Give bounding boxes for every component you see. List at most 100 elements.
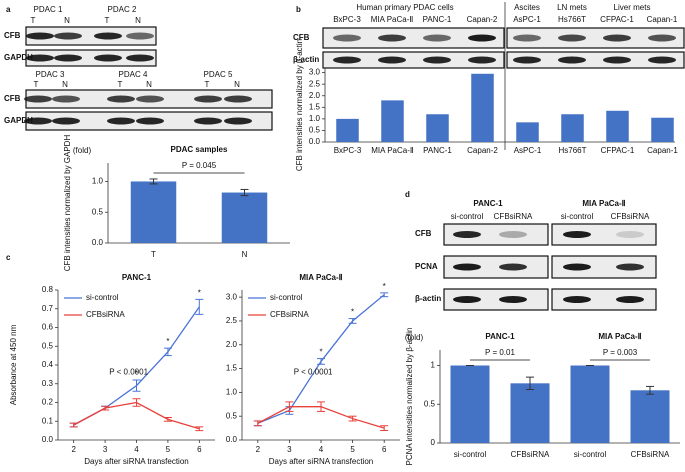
blot-label: si-control <box>561 212 594 221</box>
x-tick-label: AsPC-1 <box>514 146 542 155</box>
x-tick-label: si-control <box>454 450 487 459</box>
series-line <box>73 306 200 426</box>
x-tick-label: BxPC-3 <box>334 146 362 155</box>
band <box>499 296 527 303</box>
blot-label: CFB <box>415 229 432 238</box>
blot-label: CFB <box>4 94 21 103</box>
band <box>52 117 80 125</box>
x-tick-label: CFBsiRNA <box>631 450 670 459</box>
band <box>24 95 52 103</box>
x-tick-label: PANC-1 <box>423 146 452 155</box>
legend-label: si-control <box>270 293 303 302</box>
y-tick-label: 0.5 <box>309 126 321 135</box>
blot-label: PDAC 3 <box>36 70 65 79</box>
x-tick-label: Capan-1 <box>647 146 678 155</box>
bar <box>221 192 268 243</box>
significance: * <box>319 348 322 357</box>
band <box>453 263 481 271</box>
x-tick-label: Capan-2 <box>467 146 498 155</box>
x-tick-label: 3 <box>287 445 292 454</box>
blot-label: GAPDH <box>4 116 33 125</box>
legend-label: si-control <box>86 293 119 302</box>
band <box>378 34 406 42</box>
y-tick-label: 1 <box>431 361 436 370</box>
band <box>224 117 252 125</box>
panel-label: b <box>296 5 301 14</box>
blot-label: BxPC-3 <box>333 15 361 24</box>
band <box>558 56 586 64</box>
band <box>603 56 631 64</box>
band <box>194 117 222 125</box>
blot-label: PANC-1 <box>473 199 503 208</box>
blot-label: GAPDH <box>4 53 33 62</box>
blot <box>506 27 685 49</box>
x-tick-label: 2 <box>256 445 261 454</box>
blot-label: β-actin <box>415 294 441 303</box>
unit-label: (fold) <box>405 333 424 342</box>
y-tick-label: 1.0 <box>92 177 104 186</box>
blot <box>322 51 505 69</box>
bar <box>130 181 177 243</box>
band <box>94 54 122 62</box>
blot-label: T <box>205 80 210 89</box>
band <box>563 231 591 238</box>
y-tick-label: 1.0 <box>226 387 238 396</box>
series-line <box>73 401 200 430</box>
panel-label: a <box>6 5 11 14</box>
blot-label: CFB <box>4 31 21 40</box>
x-tick-label: T <box>151 250 156 259</box>
x-tick-label: 4 <box>319 445 324 454</box>
y-tick-label: 1.5 <box>309 102 321 111</box>
y-tick-label: 3.0 <box>226 292 238 301</box>
band <box>563 263 591 271</box>
blot-label: CFB <box>293 33 310 42</box>
bar <box>561 114 584 142</box>
blot <box>506 51 685 69</box>
band <box>499 231 527 238</box>
y-tick-label: 0.5 <box>226 411 238 420</box>
group-title: PANC-1 <box>485 332 515 341</box>
blot <box>551 288 657 311</box>
y-tick-label: 2.0 <box>226 340 238 349</box>
y-tick-label: 0.7 <box>42 304 54 313</box>
blot-label: Capan-1 <box>647 15 678 24</box>
band <box>126 54 154 62</box>
y-tick-label: 0.5 <box>42 341 54 350</box>
blot-label: N <box>62 80 68 89</box>
band <box>94 32 122 40</box>
blot-label: PDAC 4 <box>119 70 148 79</box>
y-tick-label: 0.0 <box>226 435 238 444</box>
band <box>52 95 80 103</box>
blot-label: PDAC 2 <box>108 5 137 14</box>
blot-label: T <box>34 80 39 89</box>
blot-label: PDAC 5 <box>204 70 233 79</box>
x-tick-label: MIA PaCa-Ⅱ <box>371 146 414 155</box>
blot-label: Human primary PDAC cells <box>356 3 453 12</box>
blot-label: CFPAC-1 <box>600 15 634 24</box>
blot-label: CFBsiRNA <box>611 212 650 221</box>
band <box>423 34 451 42</box>
legend-label: CFBsiRNA <box>86 310 125 319</box>
bar <box>471 73 494 142</box>
y-tick-label: 0.0 <box>309 137 321 146</box>
bar <box>510 383 550 443</box>
blot-label: N <box>135 16 141 25</box>
band <box>648 34 676 42</box>
x-tick-label: CFPAC-1 <box>601 146 635 155</box>
x-tick-label: Hs766T <box>558 146 586 155</box>
y-tick-label: 3.0 <box>309 68 321 77</box>
band <box>563 296 591 303</box>
blot-label: T <box>118 80 123 89</box>
chart-title: PANC-1 <box>122 273 152 282</box>
y-tick-label: 0.0 <box>42 435 54 444</box>
y-tick-label: 0.2 <box>42 398 54 407</box>
y-tick-label: 0.3 <box>42 379 54 388</box>
x-axis-label: Days after siRNA transfection <box>269 457 373 466</box>
x-tick-label: 3 <box>103 445 108 454</box>
chart-title: PDAC samples <box>171 145 228 154</box>
chart-title: MIA PaCa-Ⅱ <box>299 273 342 282</box>
blot-label: β-actin <box>293 55 319 64</box>
band <box>54 54 82 62</box>
